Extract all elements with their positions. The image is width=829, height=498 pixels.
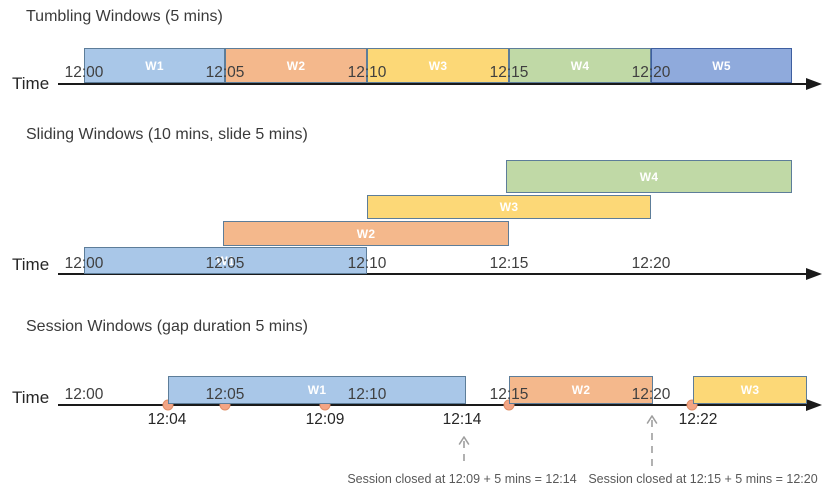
axis-tick-label: 12:15 [489,255,529,272]
section-title: Tumbling Windows (5 mins) [26,8,223,25]
window-w2: W2 [223,221,509,246]
axis-tick-label: 12:20 [631,255,671,272]
timeline-axis [58,273,806,275]
axis-tick-label: 12:10 [347,255,387,272]
axis-tick-label: 12:00 [64,255,104,272]
section-title: Session Windows (gap duration 5 mins) [26,318,308,335]
timeline-arrowhead-icon [806,399,822,411]
axis-tick-label: 12:05 [205,64,245,81]
event-time-label: 12:04 [147,411,187,428]
window-label: W3 [740,383,760,397]
axis-tick-label: 12:10 [347,386,387,403]
axis-tick-label: 12:10 [347,64,387,81]
window-w5: W5 [651,48,792,83]
window-w1: W1 [168,376,466,404]
window-label: W4 [570,58,590,73]
timeline-axis [58,404,806,406]
window-w3: W3 [367,48,509,83]
event-dot-icon [686,399,698,411]
axis-tick-label: 12:20 [631,64,671,81]
time-axis-label: Time [12,255,50,274]
window-label: W3 [428,58,448,73]
axis-tick-label: 12:00 [64,64,104,81]
window-w3: W3 [367,195,651,219]
window-w1: W1 [84,48,225,83]
window-label: W1 [307,383,327,397]
timeline-axis [58,83,806,85]
session-close-arrow-icon [646,415,658,467]
window-label: W1 [216,253,235,268]
session-close-note: Session closed at 12:15 + 5 mins = 12:20 [588,472,818,486]
event-time-label: 12:22 [678,411,718,428]
window-w4: W4 [506,160,792,193]
axis-tick-label: 12:20 [631,386,671,403]
timeline-arrowhead-icon [806,78,822,90]
time-axis-label: Time [12,388,50,407]
axis-tick-label: 12:15 [489,386,529,403]
time-axis-label: Time [12,74,50,93]
axis-tick-label: 12:00 [64,386,104,403]
session-close-note: Session closed at 12:09 + 5 mins = 12:14 [347,472,577,486]
window-w1: W1 [84,247,367,274]
section-title: Sliding Windows (10 mins, slide 5 mins) [26,126,308,143]
window-label: W2 [286,58,306,73]
window-label: W1 [145,58,164,73]
window-w2: W2 [509,376,653,404]
window-w3: W3 [693,376,807,404]
axis-tick-label: 12:05 [205,255,245,272]
window-label: W3 [499,200,519,214]
timeline-arrowhead-icon [806,268,822,280]
window-label: W2 [356,226,376,241]
window-w2: W2 [225,48,367,83]
event-time-label: 12:09 [305,411,345,428]
window-label: W2 [571,383,591,397]
axis-tick-label: 12:15 [489,64,529,81]
event-time-label: 12:14 [442,411,482,428]
window-w4: W4 [509,48,651,83]
axis-tick-label: 12:05 [205,386,245,403]
session-close-arrow-icon [458,436,470,465]
window-label: W4 [639,169,659,184]
window-label: W5 [712,58,731,73]
